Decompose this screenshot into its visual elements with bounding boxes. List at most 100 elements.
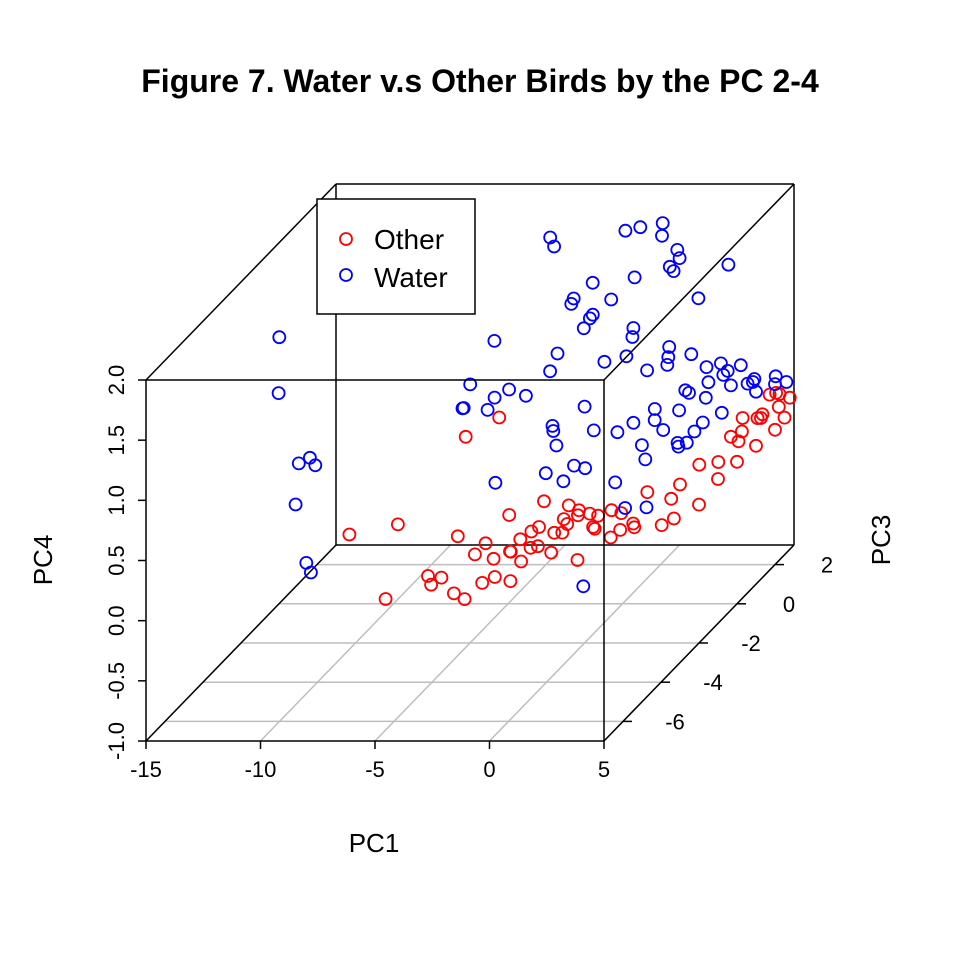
point-water: [546, 424, 561, 438]
point-water: [583, 311, 597, 326]
point-water: [655, 228, 669, 243]
point-other: [591, 508, 605, 523]
point-other: [626, 516, 641, 531]
point-water: [698, 390, 713, 405]
point-water: [625, 330, 640, 344]
point-water: [608, 475, 623, 490]
point-water: [684, 347, 699, 362]
point-water: [271, 386, 286, 401]
point-water: [556, 474, 571, 489]
point-other: [378, 592, 393, 606]
point-water: [699, 360, 714, 375]
chart-title: Figure 7. Water v.s Other Birds by the P…: [141, 63, 819, 99]
point-other: [724, 429, 738, 444]
point-water: [567, 458, 581, 473]
point-water: [682, 385, 696, 400]
point-water: [647, 413, 662, 428]
point-water: [549, 438, 564, 453]
point-other: [664, 491, 679, 506]
x-tick-label: -5: [365, 757, 385, 782]
point-other: [524, 524, 539, 539]
point-water: [662, 340, 677, 354]
point-water: [662, 259, 677, 274]
x-axis-label: PC1: [349, 828, 400, 858]
legend-box: [316, 198, 476, 315]
point-water: [576, 579, 591, 594]
point-other: [458, 429, 473, 444]
point-water: [666, 264, 681, 279]
point-other: [446, 586, 461, 601]
legend: Other Water: [316, 198, 476, 315]
z-axis-label: PC4: [28, 535, 58, 586]
point-water: [678, 383, 693, 398]
point-water: [679, 435, 694, 450]
point-water: [746, 375, 760, 389]
point-water: [619, 349, 634, 364]
point-other: [667, 511, 681, 526]
point-other: [586, 520, 600, 534]
point-other: [749, 438, 763, 453]
y-tick-label: -2: [741, 631, 761, 656]
y-tick-label: -6: [665, 709, 685, 734]
point-other: [587, 521, 602, 536]
point-water: [626, 415, 641, 430]
point-other: [762, 387, 777, 402]
point-water: [519, 388, 533, 403]
point-other: [514, 554, 528, 569]
point-other: [537, 494, 551, 509]
point-water: [488, 475, 503, 490]
point-water: [639, 500, 654, 515]
point-other: [555, 525, 570, 540]
point-water: [585, 275, 600, 290]
point-water: [779, 375, 794, 389]
point-other: [735, 411, 750, 425]
point-other: [450, 529, 465, 544]
point-water: [724, 378, 738, 393]
point-water: [672, 403, 686, 418]
point-other: [547, 525, 562, 540]
point-water: [618, 223, 633, 238]
box-edge: [603, 183, 795, 381]
x-tick-label: 5: [598, 757, 610, 782]
box-edge: [145, 544, 337, 742]
point-water: [618, 501, 632, 515]
z-tick-label: 0.0: [104, 605, 129, 636]
point-other: [771, 399, 786, 414]
point-other: [604, 503, 619, 518]
point-water: [456, 401, 471, 415]
point-other: [503, 544, 518, 559]
x-tick-label: -15: [130, 757, 162, 782]
floor-grid: [145, 544, 795, 742]
point-other: [613, 523, 628, 537]
point-other: [486, 551, 501, 566]
point-water: [691, 291, 706, 306]
z-tick-label: 0.5: [104, 545, 129, 576]
point-other: [711, 455, 726, 469]
point-water: [749, 384, 763, 399]
point-other: [478, 536, 493, 551]
point-water: [661, 350, 676, 365]
axis-ticks: -15 -10 -5 0 5 -6 -4 -2 0 2 -1.0 -0.5 0.0 0.5 1.0 1.5 2.…: [104, 365, 833, 782]
point-water: [291, 456, 306, 471]
y-tick-label: 2: [821, 553, 833, 578]
point-other: [768, 422, 782, 437]
point-water: [547, 239, 561, 254]
point-other: [640, 485, 655, 500]
point-other: [457, 592, 472, 606]
point-water: [480, 402, 495, 417]
point-other: [556, 512, 571, 526]
point-water: [288, 497, 303, 512]
z-tick-label: 1.0: [104, 485, 129, 516]
point-water: [672, 251, 687, 266]
point-water: [647, 402, 662, 416]
point-water: [502, 382, 517, 397]
point-water: [635, 438, 649, 453]
point-water: [272, 330, 287, 345]
point-other: [503, 574, 518, 588]
point-water: [714, 356, 728, 371]
point-other: [692, 457, 707, 472]
point-other: [492, 410, 507, 425]
point-water: [721, 257, 736, 272]
point-other: [532, 520, 546, 534]
